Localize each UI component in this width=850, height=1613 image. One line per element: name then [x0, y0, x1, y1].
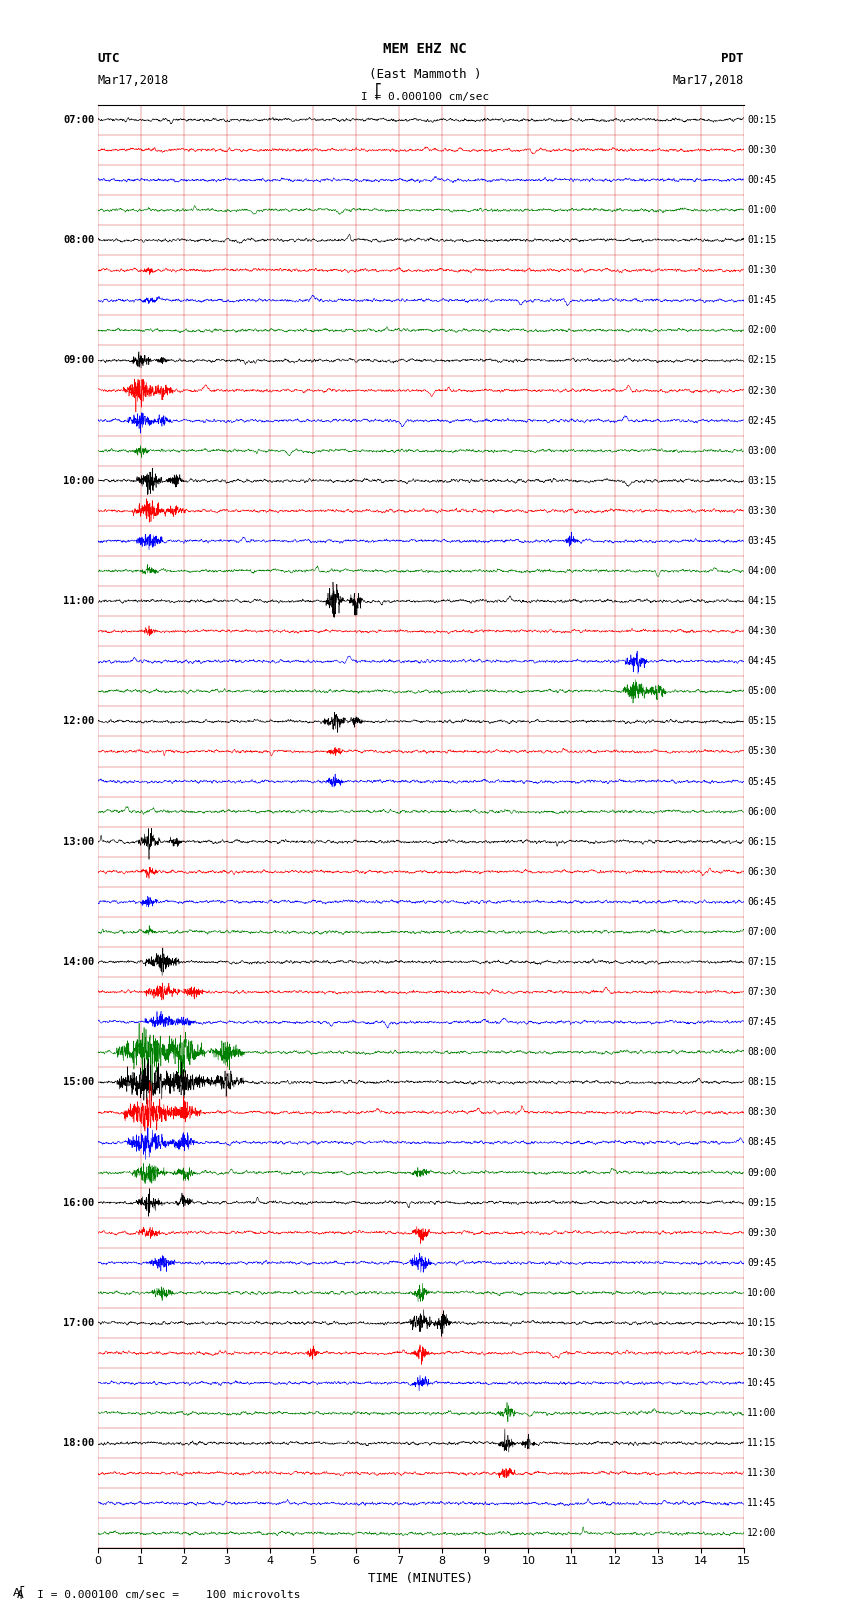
- Text: 05:45: 05:45: [747, 776, 776, 787]
- Text: 08:00: 08:00: [63, 235, 94, 245]
- Text: 02:30: 02:30: [747, 386, 776, 395]
- Text: 09:45: 09:45: [747, 1258, 776, 1268]
- Text: 07:30: 07:30: [747, 987, 776, 997]
- Text: 15:00: 15:00: [63, 1077, 94, 1087]
- Text: 07:45: 07:45: [747, 1018, 776, 1027]
- Text: 17:00: 17:00: [63, 1318, 94, 1327]
- Text: PDT: PDT: [722, 52, 744, 65]
- Text: 14:00: 14:00: [63, 957, 94, 968]
- Text: 09:30: 09:30: [747, 1227, 776, 1237]
- Text: 11:15: 11:15: [747, 1439, 776, 1448]
- Text: I = 0.000100 cm/sec: I = 0.000100 cm/sec: [361, 92, 489, 102]
- Text: 10:45: 10:45: [747, 1378, 776, 1389]
- Text: 04:30: 04:30: [747, 626, 776, 636]
- Text: 06:45: 06:45: [747, 897, 776, 907]
- Text: 06:30: 06:30: [747, 866, 776, 877]
- Text: 04:45: 04:45: [747, 656, 776, 666]
- Text: A  I = 0.000100 cm/sec =    100 microvolts: A I = 0.000100 cm/sec = 100 microvolts: [17, 1590, 301, 1600]
- Text: 11:45: 11:45: [747, 1498, 776, 1508]
- Text: 06:15: 06:15: [747, 837, 776, 847]
- Text: 07:15: 07:15: [747, 957, 776, 968]
- Text: UTC: UTC: [98, 52, 120, 65]
- Text: Mar17,2018: Mar17,2018: [98, 74, 169, 87]
- Text: 09:00: 09:00: [747, 1168, 776, 1177]
- Text: 16:00: 16:00: [63, 1197, 94, 1208]
- Text: 06:00: 06:00: [747, 806, 776, 816]
- Text: 05:15: 05:15: [747, 716, 776, 726]
- Text: 07:00: 07:00: [63, 115, 94, 124]
- Text: 04:15: 04:15: [747, 597, 776, 606]
- Text: 00:15: 00:15: [747, 115, 776, 124]
- Text: A⎡: A⎡: [13, 1584, 26, 1597]
- Text: 03:30: 03:30: [747, 506, 776, 516]
- Text: 01:30: 01:30: [747, 265, 776, 276]
- Text: 08:45: 08:45: [747, 1137, 776, 1147]
- Text: 10:00: 10:00: [747, 1287, 776, 1298]
- Text: 08:00: 08:00: [747, 1047, 776, 1057]
- Text: 09:00: 09:00: [63, 355, 94, 366]
- Text: 01:00: 01:00: [747, 205, 776, 215]
- Text: ⎡: ⎡: [375, 82, 382, 100]
- Text: 00:45: 00:45: [747, 176, 776, 185]
- Text: 12:00: 12:00: [63, 716, 94, 726]
- Text: 00:30: 00:30: [747, 145, 776, 155]
- Text: Mar17,2018: Mar17,2018: [672, 74, 744, 87]
- Text: 18:00: 18:00: [63, 1439, 94, 1448]
- Text: 02:15: 02:15: [747, 355, 776, 366]
- Text: 01:45: 01:45: [747, 295, 776, 305]
- Text: 02:45: 02:45: [747, 416, 776, 426]
- Text: 08:30: 08:30: [747, 1108, 776, 1118]
- Text: 12:00: 12:00: [747, 1529, 776, 1539]
- Text: 13:00: 13:00: [63, 837, 94, 847]
- Text: 05:00: 05:00: [747, 686, 776, 697]
- Text: (East Mammoth ): (East Mammoth ): [369, 68, 481, 81]
- Text: 02:00: 02:00: [747, 326, 776, 336]
- Text: 07:00: 07:00: [747, 927, 776, 937]
- Text: 10:15: 10:15: [747, 1318, 776, 1327]
- Text: 10:00: 10:00: [63, 476, 94, 486]
- Text: 08:15: 08:15: [747, 1077, 776, 1087]
- Text: 09:15: 09:15: [747, 1197, 776, 1208]
- Text: 11:00: 11:00: [747, 1408, 776, 1418]
- Text: 11:00: 11:00: [63, 597, 94, 606]
- X-axis label: TIME (MINUTES): TIME (MINUTES): [368, 1571, 473, 1584]
- Text: MEM EHZ NC: MEM EHZ NC: [383, 42, 467, 56]
- Text: 04:00: 04:00: [747, 566, 776, 576]
- Text: 11:30: 11:30: [747, 1468, 776, 1478]
- Text: 01:15: 01:15: [747, 235, 776, 245]
- Text: 03:15: 03:15: [747, 476, 776, 486]
- Text: 03:45: 03:45: [747, 536, 776, 545]
- Text: 10:30: 10:30: [747, 1348, 776, 1358]
- Text: 05:30: 05:30: [747, 747, 776, 756]
- Text: 03:00: 03:00: [747, 445, 776, 456]
